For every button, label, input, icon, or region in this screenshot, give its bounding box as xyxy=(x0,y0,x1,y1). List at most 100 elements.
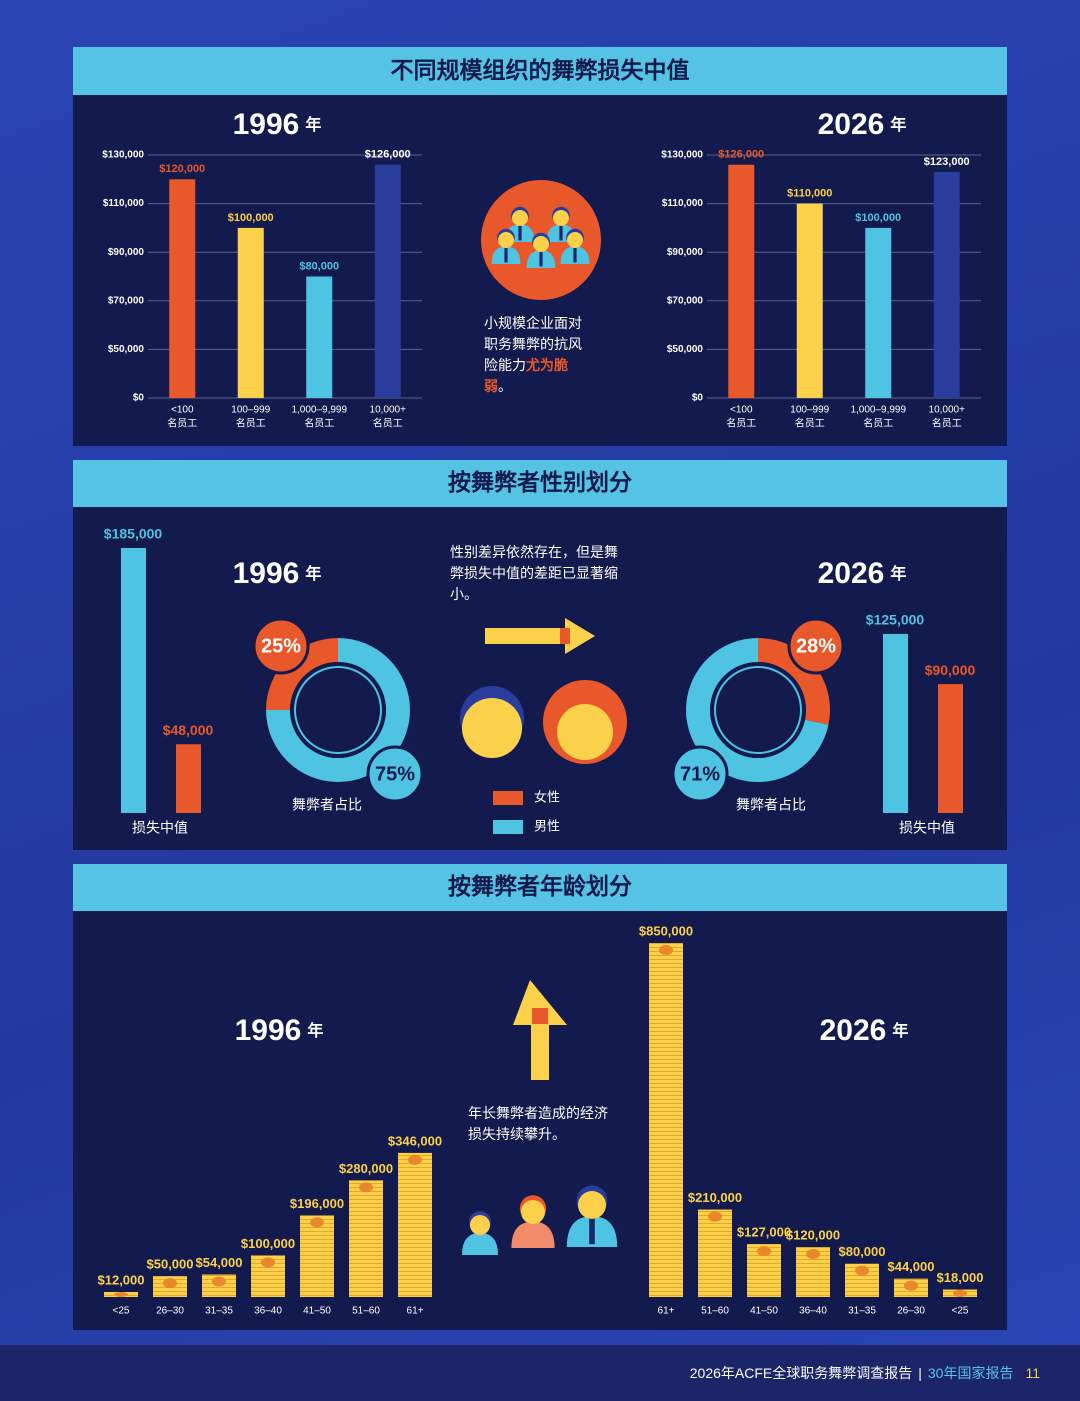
x-tick-label: 100–999 xyxy=(790,405,829,416)
arrow-accent xyxy=(532,1008,548,1024)
value-label: $50,000 xyxy=(147,1257,194,1272)
bar xyxy=(121,548,146,813)
section-header xyxy=(73,47,1007,95)
pie-slice xyxy=(758,638,831,725)
person-tie xyxy=(504,247,508,263)
value-label: 71% xyxy=(680,763,720,785)
year-unit: 年 xyxy=(892,1021,908,1040)
x-tick-label: 61+ xyxy=(407,1306,424,1317)
bar xyxy=(933,172,960,398)
x-tick-unit: 名员工 xyxy=(373,417,403,430)
x-tick-unit: 名员工 xyxy=(726,417,756,430)
x-tick-unit: 名员工 xyxy=(167,417,197,430)
coin xyxy=(757,1246,771,1257)
y-tick-label: $70,000 xyxy=(667,295,704,306)
person-tie xyxy=(518,225,522,241)
x-tick-label: <25 xyxy=(952,1306,969,1317)
page-number: 11 xyxy=(1025,1365,1040,1381)
bar xyxy=(796,203,823,398)
arrow xyxy=(485,618,595,654)
x-tick-label: <100 xyxy=(730,405,753,416)
year-title: 2026 年 xyxy=(820,1014,909,1047)
coin xyxy=(114,1292,128,1298)
y-tick-label: $90,000 xyxy=(108,247,145,258)
badge xyxy=(787,617,845,675)
x-tick-unit: 名员工 xyxy=(236,417,266,430)
x-tick-unit: 名员工 xyxy=(932,417,962,430)
value-label: $120,000 xyxy=(786,1227,840,1242)
x-tick-label: 61+ xyxy=(658,1306,675,1317)
face xyxy=(557,704,613,760)
donut-ring xyxy=(294,666,382,754)
value-label: $100,000 xyxy=(855,212,901,224)
value-label: $80,000 xyxy=(299,260,339,272)
x-tick-label: 31–35 xyxy=(205,1306,233,1317)
value-label: $80,000 xyxy=(839,1244,886,1259)
year: 2026 xyxy=(818,108,885,141)
coin xyxy=(310,1217,324,1228)
x-tick-label: 51–60 xyxy=(701,1306,729,1317)
x-tick-label: 41–50 xyxy=(750,1306,778,1317)
arrow xyxy=(513,980,567,1080)
y-tick-label: $130,000 xyxy=(661,150,703,161)
x-tick-label: 41–50 xyxy=(303,1306,331,1317)
x-tick-unit: 名员工 xyxy=(863,417,893,430)
year: 1996 xyxy=(233,557,300,590)
axis-label: 损失中值 xyxy=(899,820,955,836)
coin xyxy=(163,1278,177,1289)
value-label: 25% xyxy=(261,635,301,657)
y-tick-label: $50,000 xyxy=(108,344,145,355)
value-label: $12,000 xyxy=(98,1272,145,1287)
x-tick-label: 1,000–9,999 xyxy=(850,405,906,416)
year-unit: 年 xyxy=(307,1021,323,1040)
value-label: $90,000 xyxy=(925,662,976,678)
person-tie xyxy=(573,247,577,263)
year-title: 2026 年 xyxy=(818,557,907,590)
section-title: 按舞弊者年龄划分 xyxy=(448,873,632,899)
donut-ring xyxy=(714,666,802,754)
bar xyxy=(237,227,264,398)
person-body xyxy=(511,1221,555,1248)
footer-sep: | xyxy=(918,1365,922,1381)
value-label: $196,000 xyxy=(290,1196,344,1211)
value-label: $48,000 xyxy=(163,722,214,738)
footer-bar xyxy=(0,1345,1080,1401)
value-label: $100,000 xyxy=(228,212,274,224)
x-tick-unit: 名员工 xyxy=(304,417,334,430)
gender-note: 性别差异依然存在，但是舞弊损失中值的差距已显著缩小。 xyxy=(450,544,618,602)
coin xyxy=(855,1265,869,1276)
note-text: 。 xyxy=(498,378,512,394)
x-tick-label: 26–30 xyxy=(156,1306,184,1317)
bar xyxy=(300,1215,334,1297)
badge xyxy=(252,617,310,675)
person-face xyxy=(512,210,528,226)
badge xyxy=(671,745,729,803)
coin xyxy=(904,1280,918,1291)
year-unit: 年 xyxy=(890,564,906,583)
footer-text: 30年国家报告 xyxy=(927,1365,1014,1381)
coin xyxy=(708,1211,722,1222)
axis-label: 损失中值 xyxy=(132,820,188,836)
coin xyxy=(212,1276,226,1287)
value-label: $850,000 xyxy=(639,923,693,938)
bar xyxy=(176,744,201,813)
y-tick-label: $70,000 xyxy=(108,295,145,306)
bar xyxy=(374,164,401,398)
year-unit: 年 xyxy=(305,115,321,134)
person-tie xyxy=(589,1217,595,1245)
coin xyxy=(953,1289,967,1297)
year-unit: 年 xyxy=(305,564,321,583)
x-tick-label: 10,000+ xyxy=(929,405,966,416)
caption: 舞弊者占比 xyxy=(736,797,806,813)
section-header xyxy=(73,460,1007,507)
coin xyxy=(806,1249,820,1260)
section-header xyxy=(73,864,1007,911)
pie-slice xyxy=(266,638,338,710)
x-tick-label: 100–999 xyxy=(231,405,270,416)
face xyxy=(462,698,522,758)
legend-label: 男性 xyxy=(534,818,560,833)
bar xyxy=(938,684,963,813)
person-face xyxy=(498,232,514,248)
caption: 舞弊者占比 xyxy=(292,797,362,813)
bar xyxy=(728,164,755,398)
